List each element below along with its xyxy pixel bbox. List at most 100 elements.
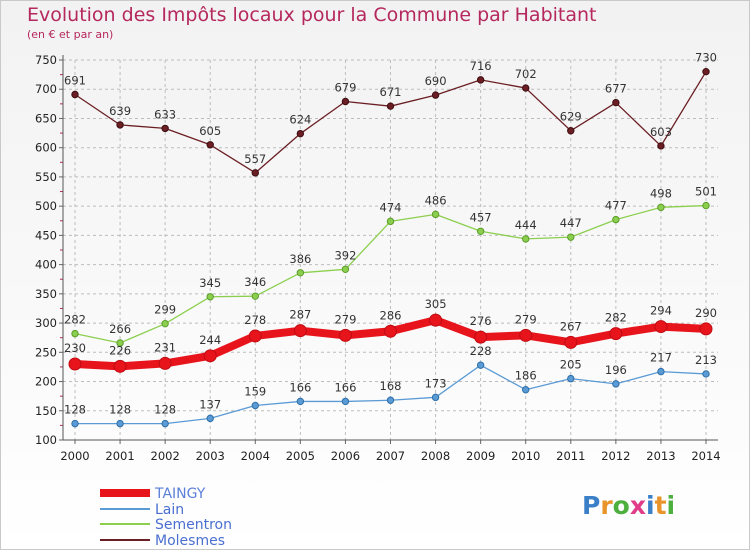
- data-point-taingy: [384, 324, 397, 338]
- x-tick-label: 2010: [511, 449, 540, 463]
- data-point-lain: [116, 419, 124, 428]
- data-point-taingy: [113, 359, 127, 373]
- data-label-sementron: 444: [515, 218, 537, 232]
- data-point-sementron: [116, 339, 124, 347]
- x-tick-label: 2002: [151, 449, 180, 463]
- data-point-taingy: [474, 330, 488, 344]
- data-label-taingy: 276: [470, 314, 492, 328]
- data-point-molesmes: [612, 98, 620, 107]
- data-label-molesmes: 557: [244, 152, 266, 166]
- data-point-molesmes: [386, 102, 395, 110]
- data-point-molesmes: [71, 90, 79, 99]
- data-label-molesmes: 679: [334, 81, 356, 95]
- data-label-taingy: 244: [199, 333, 221, 347]
- data-point-lain: [71, 419, 79, 428]
- x-tick-label: 2007: [376, 449, 405, 463]
- data-point-sementron: [251, 292, 259, 300]
- x-tick-label: 2009: [466, 449, 495, 463]
- series-layer: [68, 67, 713, 428]
- data-point-molesmes: [657, 142, 665, 150]
- data-point-taingy: [564, 335, 578, 349]
- data-label-lain: 228: [470, 344, 492, 358]
- data-label-sementron: 392: [334, 248, 356, 262]
- data-label-lain: 128: [64, 403, 86, 417]
- data-point-molesmes: [341, 97, 350, 106]
- proxiti-logo: Proxiti: [582, 491, 675, 520]
- data-label-sementron: 447: [560, 216, 582, 230]
- data-point-sementron: [341, 265, 350, 273]
- x-tick-label: 2000: [60, 449, 89, 463]
- data-label-lain: 186: [515, 369, 537, 383]
- data-label-lain: 205: [560, 358, 582, 372]
- data-point-lain: [431, 393, 440, 402]
- logo-letter: x: [629, 491, 646, 520]
- data-point-lain: [567, 374, 575, 383]
- data-label-molesmes: 716: [470, 59, 492, 73]
- legend-label-sementron: Sementron: [155, 517, 232, 533]
- data-label-taingy: 279: [515, 312, 537, 326]
- data-label-sementron: 345: [199, 276, 221, 290]
- x-tick-label: 2011: [556, 449, 585, 463]
- data-point-lain: [657, 367, 665, 376]
- data-label-lain: 213: [695, 353, 717, 367]
- data-point-sementron: [386, 217, 395, 226]
- data-label-sementron: 477: [605, 199, 627, 213]
- data-point-molesmes: [251, 169, 259, 177]
- data-label-molesmes: 633: [154, 107, 176, 121]
- data-point-sementron: [206, 293, 214, 301]
- data-point-taingy: [699, 322, 713, 336]
- chart-title: Evolution des Impôts locaux pour la Comm…: [27, 4, 597, 26]
- data-point-taingy: [338, 328, 352, 342]
- data-label-sementron: 501: [695, 185, 717, 199]
- data-label-taingy: 305: [425, 297, 447, 311]
- data-label-molesmes: 691: [64, 73, 86, 87]
- data-point-taingy: [158, 356, 172, 370]
- y-tick-label: 100: [35, 433, 57, 447]
- data-label-molesmes: 702: [515, 67, 537, 81]
- data-label-taingy: 286: [380, 308, 402, 322]
- legend-label-molesmes: Molesmes: [155, 533, 225, 549]
- data-point-lain: [386, 396, 395, 404]
- data-point-lain: [206, 414, 214, 423]
- x-tick-label: 2013: [646, 449, 675, 463]
- y-tick-label: 500: [35, 199, 57, 213]
- axes: 100 150 200 250 300 350 400 450 500 550 600 650 700 7…: [35, 53, 721, 463]
- data-label-taingy: 282: [605, 311, 627, 325]
- data-point-taingy: [68, 357, 82, 371]
- logo-letter: P: [582, 491, 601, 520]
- data-label-sementron: 457: [470, 210, 492, 224]
- data-point-taingy: [654, 320, 668, 334]
- y-tick-label: 650: [35, 111, 57, 125]
- y-tick-label: 600: [35, 141, 57, 155]
- chart-subtitle: (en € et par an): [27, 28, 114, 41]
- data-point-sementron: [161, 319, 169, 328]
- data-label-lain: 168: [380, 379, 402, 393]
- data-point-lain: [522, 386, 530, 394]
- data-point-lain: [612, 380, 620, 388]
- data-point-molesmes: [476, 76, 485, 84]
- legend-label-lain: Lain: [155, 502, 184, 518]
- data-label-taingy: 278: [244, 313, 266, 327]
- data-point-sementron: [522, 235, 530, 243]
- data-label-taingy: 267: [560, 319, 582, 333]
- data-label-molesmes: 603: [650, 125, 672, 139]
- x-tick-label: 2006: [331, 449, 360, 463]
- data-label-lain: 137: [199, 397, 221, 411]
- data-point-taingy: [203, 349, 217, 363]
- y-tick-label: 400: [35, 258, 57, 272]
- logo-letter: r: [600, 491, 613, 520]
- y-tick-label: 550: [35, 170, 57, 184]
- x-tick-label: 2003: [196, 449, 225, 463]
- logo-letter: i: [646, 491, 655, 520]
- data-point-taingy: [429, 313, 443, 327]
- data-label-molesmes: 671: [380, 85, 402, 99]
- data-point-sementron: [657, 203, 665, 212]
- data-point-lain: [702, 370, 710, 378]
- data-labels: 128 128 128 137 159 166 166 168 173 228 186 205 196 2…: [64, 51, 717, 417]
- data-label-sementron: 266: [109, 322, 131, 336]
- data-label-sementron: 474: [380, 200, 402, 214]
- data-label-sementron: 282: [64, 313, 86, 327]
- data-point-sementron: [296, 269, 305, 277]
- data-point-taingy: [519, 328, 533, 342]
